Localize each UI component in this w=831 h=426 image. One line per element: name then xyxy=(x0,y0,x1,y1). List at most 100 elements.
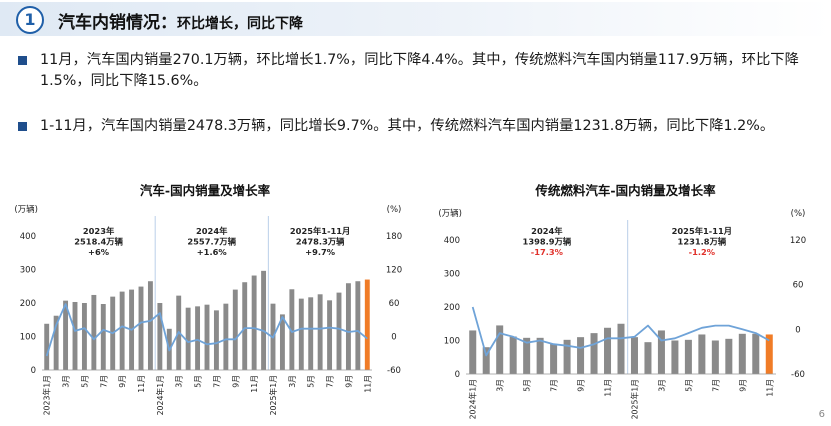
header-band xyxy=(0,2,831,36)
x-axis-tick: 3月 xyxy=(288,375,297,388)
x-axis-tick: 3月 xyxy=(657,379,666,392)
bullet-point-1: 11月，汽车国内销量270.1万辆，环比增长1.7%，同比下降4.4%。其中，传… xyxy=(18,50,818,94)
bar xyxy=(232,289,238,370)
left-axis-tick: 200 xyxy=(20,299,36,309)
left-axis-tick: 400 xyxy=(444,236,460,246)
period-annotation: 1398.9万辆 xyxy=(523,237,572,247)
bar xyxy=(671,340,679,374)
bar xyxy=(617,323,625,374)
bar xyxy=(251,275,257,370)
bar xyxy=(213,310,219,370)
bar xyxy=(279,314,285,370)
bar xyxy=(711,340,719,374)
right-axis-tick: 120 xyxy=(386,266,402,276)
x-axis-tick: 9月 xyxy=(577,379,586,392)
period-annotation: 1231.8万辆 xyxy=(678,237,727,247)
left-axis-unit: (万辆) xyxy=(14,204,38,215)
x-axis-tick: 9月 xyxy=(344,375,353,388)
bar xyxy=(261,270,267,370)
x-axis-tick: 11月 xyxy=(137,375,146,393)
period-annotation: -1.2% xyxy=(689,247,716,257)
bar xyxy=(308,297,314,370)
page-title: 汽车内销情况：环比增长，同比下降 xyxy=(58,8,303,33)
bar xyxy=(157,303,163,370)
x-axis-tick: 3月 xyxy=(496,379,505,392)
x-axis-tick: 2023年1月 xyxy=(42,375,52,415)
right-axis-tick: 0 xyxy=(391,333,396,343)
right-axis-tick: 120 xyxy=(790,236,806,246)
right-axis-tick: 60 xyxy=(389,299,400,309)
left-axis-tick: 100 xyxy=(20,333,36,343)
period-annotation: +6% xyxy=(88,247,110,257)
bar xyxy=(298,298,304,370)
period-annotation: -17.3% xyxy=(531,247,564,257)
bar xyxy=(698,334,706,374)
bar xyxy=(327,300,333,370)
bar xyxy=(53,315,59,370)
bar xyxy=(644,342,652,374)
bar xyxy=(289,289,295,370)
bar xyxy=(523,337,531,374)
x-axis-tick: 7月 xyxy=(212,375,221,388)
period-annotation: +1.6% xyxy=(197,247,228,257)
bullet-square-icon xyxy=(18,56,27,65)
period-annotation: 2557.7万辆 xyxy=(187,237,236,247)
chart-traditional-sales: (万辆) (%) 0 100 200 300 400 -60 0 60 120 2024年1398.9… xyxy=(438,208,806,419)
growth-rate-line xyxy=(45,303,368,357)
bar xyxy=(752,333,760,374)
bar xyxy=(44,323,50,370)
bar xyxy=(317,294,323,370)
period-annotation: 2518.4万辆 xyxy=(74,237,123,247)
x-axis-tick: 7月 xyxy=(326,375,335,388)
chart-total-sales: (万辆) (%) 0 100 200 300 400 -60 0 60 120 180 2023年251… xyxy=(14,204,402,415)
bar xyxy=(509,336,517,374)
bar xyxy=(345,283,351,370)
chart-panel-traditional: 传统燃料汽车-国内销量及增长率 (万辆) (%) 0 100 200 300 400 -60 0… xyxy=(420,176,831,426)
x-axis-tick: 11月 xyxy=(363,375,372,393)
left-axis-tick: 0 xyxy=(455,370,460,380)
bullet-text: 11月，汽车国内销量270.1万辆，环比增长1.7%，同比下降4.4%。其中，传… xyxy=(40,52,799,89)
x-axis-tick: 5月 xyxy=(684,379,693,392)
chart-title: 传统燃料汽车-国内销量及增长率 xyxy=(535,183,716,198)
period-annotation: 2024年 xyxy=(196,226,228,236)
x-axis-tick: 2025年1月 xyxy=(268,375,278,415)
bar xyxy=(100,304,106,370)
period-annotation: 2025年1-11月 xyxy=(672,226,732,236)
x-axis-tick: 9月 xyxy=(231,375,240,388)
period-annotation: 2023年 xyxy=(83,226,115,236)
left-axis-tick: 300 xyxy=(20,266,36,276)
right-axis-tick: 0 xyxy=(795,325,800,335)
x-axis-tick: 5月 xyxy=(194,375,203,388)
x-axis-tick: 2024年1月 xyxy=(155,375,165,415)
section-number-badge: 1 xyxy=(16,6,44,34)
bar xyxy=(590,333,598,374)
bar xyxy=(725,338,733,374)
chart-title: 汽车-国内销量及增长率 xyxy=(139,183,271,198)
bar xyxy=(563,339,571,374)
bar xyxy=(657,330,665,374)
x-axis-tick: 2024年1月 xyxy=(468,379,478,419)
bar-highlight xyxy=(364,279,370,370)
bar xyxy=(195,306,201,370)
bar xyxy=(223,303,229,370)
right-axis-unit: (%) xyxy=(791,209,806,219)
bar xyxy=(91,294,97,370)
right-axis-tick: -60 xyxy=(791,370,805,380)
left-axis-tick: 0 xyxy=(31,366,36,376)
left-axis-tick: 100 xyxy=(444,337,460,347)
x-axis-tick: 5月 xyxy=(307,375,316,388)
bar xyxy=(738,333,746,374)
chart-panel-total: 汽车-国内销量及增长率 (万辆) (%) 0 100 200 300 400 -60 0 60 12… xyxy=(0,176,410,426)
x-axis-tick: 5月 xyxy=(523,379,532,392)
growth-rate-line xyxy=(471,306,770,357)
bar xyxy=(336,292,342,370)
x-axis-tick: 9月 xyxy=(118,375,127,388)
x-axis-tick: 7月 xyxy=(550,379,559,392)
bar xyxy=(72,301,78,370)
left-axis-tick: 200 xyxy=(444,303,460,313)
x-axis-tick: 11月 xyxy=(250,375,259,393)
section-header: 1 汽车内销情况：环比增长，同比下降 xyxy=(0,0,831,40)
bar-highlight xyxy=(765,334,773,374)
period-annotation: 2478.3万辆 xyxy=(296,237,345,247)
right-axis-tick: 180 xyxy=(386,232,402,242)
